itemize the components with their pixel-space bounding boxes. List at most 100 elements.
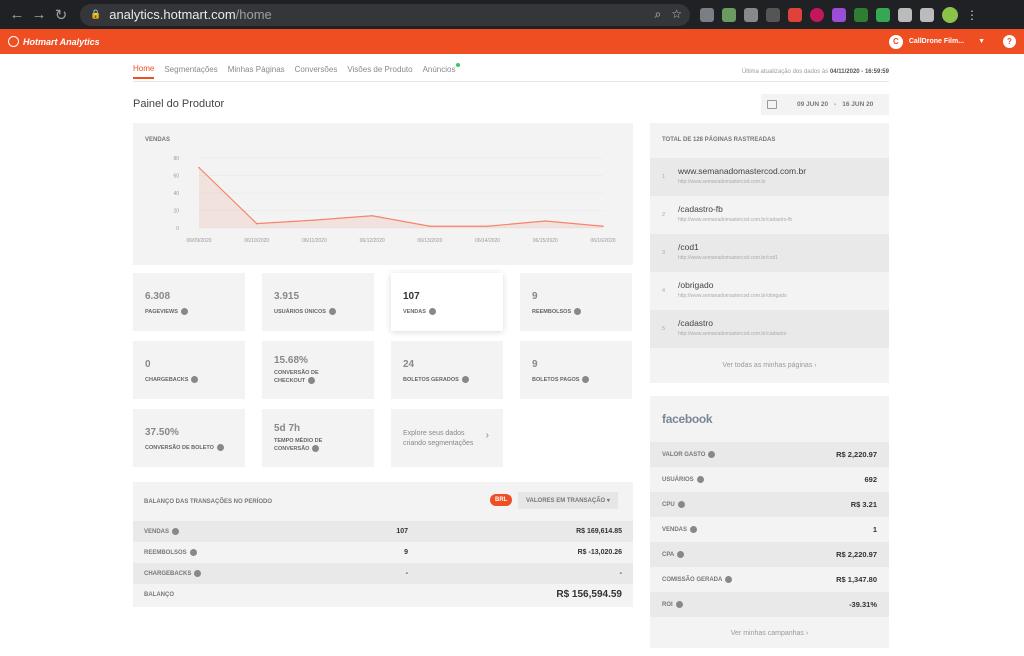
card-value: 37.50%: [145, 427, 179, 438]
card-value: 24: [403, 359, 415, 370]
data-point: [602, 225, 604, 228]
puzzle-icon[interactable]: [898, 7, 912, 22]
info-icon[interactable]: [677, 550, 685, 558]
tab-anuncios[interactable]: Anúncios: [422, 63, 461, 78]
row-value: -39.31%: [849, 600, 877, 609]
info-icon[interactable]: [708, 450, 716, 458]
app-header: Hotmart Analytics C CallDrone Film... ▼ …: [0, 29, 1024, 54]
row-label: COMISSÃO GERADA: [662, 575, 733, 583]
last-updated: Última atualização dos dados às 04/11/20…: [742, 69, 889, 75]
tab-anuncios-label: Anúncios: [422, 65, 456, 74]
extension-icon[interactable]: [722, 7, 736, 22]
hotmart-logo-icon: [8, 36, 19, 47]
explore-segmentations-card[interactable]: Explore seus dados criando segmentações ›: [391, 409, 503, 467]
page-url: /obrigado: [678, 280, 714, 290]
extension-icon[interactable]: [744, 7, 758, 22]
values-selector-label: VALORES EM TRANSAÇÃO: [526, 498, 606, 504]
row-label: VENDAS: [662, 525, 698, 533]
info-icon[interactable]: [172, 527, 180, 535]
lock-icon: 🔒: [90, 9, 102, 19]
help-button[interactable]: ?: [1003, 35, 1016, 48]
card-label-text: CONVERSÃO DE BOLETO: [145, 444, 214, 451]
menu-icon[interactable]: ⋮: [966, 7, 978, 22]
card-value: 107: [403, 291, 420, 302]
item-index: 4: [662, 288, 666, 294]
playlist-icon[interactable]: [920, 7, 934, 22]
info-icon[interactable]: [428, 308, 436, 315]
card-avg-conversion-time: 5d 7h TEMPO MÉDIO DE CONVERSÃO: [262, 409, 374, 467]
item-index: 2: [662, 212, 666, 218]
values-selector[interactable]: VALORES EM TRANSAÇÃO ▾: [518, 492, 618, 509]
tab-minhas-paginas[interactable]: Minhas Páginas: [227, 65, 285, 74]
card-label: REEMBOLSOS: [532, 308, 620, 316]
extension-icon[interactable]: [788, 7, 802, 22]
tab-visoes-produto[interactable]: Visões de Produto: [347, 65, 413, 74]
row-value: 692: [864, 475, 877, 484]
reload-icon[interactable]: ↻: [54, 6, 68, 24]
info-icon[interactable]: [328, 308, 336, 315]
list-item[interactable]: 2/cadastro-fb http://www.semanadomasterco…: [650, 196, 889, 234]
back-icon[interactable]: ←: [9, 6, 25, 23]
card-label: CONVERSÃO DE CHECKOUT: [274, 370, 334, 385]
see-campaigns-link[interactable]: Ver minhas campanhas ›: [650, 630, 889, 637]
y-tick-label: 20: [173, 209, 179, 215]
list-item[interactable]: 4/obrigado http://www.semanadomastercod.c…: [650, 272, 889, 310]
app-logo[interactable]: Hotmart Analytics: [8, 36, 100, 47]
card-sales[interactable]: 107 VENDAS: [391, 273, 503, 331]
extension-icon[interactable]: [766, 7, 780, 22]
chevron-right-icon: ›: [805, 630, 809, 637]
last-updated-label: Última atualização dos dados às: [741, 68, 829, 75]
info-icon[interactable]: [675, 600, 683, 608]
extension-icon[interactable]: [810, 7, 824, 22]
card-label: VENDAS: [403, 308, 491, 316]
row-label-text: CPA: [662, 552, 675, 559]
info-icon[interactable]: [574, 308, 582, 315]
info-icon[interactable]: [189, 548, 197, 556]
row-value: R$ 1,347.80: [836, 575, 877, 584]
info-icon[interactable]: [180, 308, 188, 315]
info-icon[interactable]: [690, 525, 698, 533]
see-all-pages-link[interactable]: Ver todas as minhas páginas ›: [650, 362, 889, 369]
account-avatar: C: [888, 34, 903, 49]
list-item[interactable]: 3/cod1 http://www.semanadomastercod.com.b…: [650, 234, 889, 272]
address-bar[interactable]: 🔒 analytics.hotmart.com/home ⌕ ☆: [80, 3, 690, 26]
info-icon[interactable]: [725, 575, 733, 583]
forward-icon[interactable]: →: [31, 6, 47, 23]
currency-badge[interactable]: BRL: [490, 494, 513, 506]
card-value: 15.68%: [274, 355, 308, 366]
tab-conversoes[interactable]: Conversões: [294, 65, 338, 74]
info-icon[interactable]: [582, 376, 590, 383]
page-url: /cadastro-fb: [678, 204, 723, 214]
extension-icon[interactable]: [832, 7, 846, 22]
row-label: USUÁRIOS: [662, 475, 704, 483]
info-icon[interactable]: [216, 444, 224, 451]
chevron-right-icon: ›: [814, 362, 817, 369]
info-icon[interactable]: [312, 445, 320, 452]
extension-icon[interactable]: [700, 7, 714, 22]
extension-icon[interactable]: [876, 7, 890, 22]
extension-icon[interactable]: [854, 7, 868, 22]
bookmark-star-icon[interactable]: ☆: [671, 6, 682, 21]
account-menu[interactable]: C CallDrone Film... ▼: [888, 34, 985, 49]
info-icon[interactable]: [308, 377, 316, 384]
date-range-picker[interactable]: 09 JUN 20 - 16 JUN 20: [761, 94, 889, 115]
x-tick-label: 06/10/2020: [244, 238, 269, 244]
info-icon[interactable]: [677, 500, 685, 508]
account-name: CallDrone Film...: [908, 38, 965, 45]
info-icon[interactable]: [461, 376, 469, 383]
info-icon[interactable]: [696, 475, 704, 483]
card-label-text: USUÁRIOS ÚNICOS: [274, 308, 326, 315]
zoom-icon[interactable]: ⌕: [654, 6, 662, 21]
tab-segmentacoes[interactable]: Segmentações: [164, 65, 218, 74]
card-unique-users: 3.915 USUÁRIOS ÚNICOS: [262, 273, 374, 331]
card-label: PAGEVIEWS: [145, 308, 233, 316]
tab-home[interactable]: Home: [133, 64, 155, 79]
info-icon[interactable]: [194, 569, 202, 577]
info-icon[interactable]: [191, 376, 199, 383]
card-label: CHARGEBACKS: [145, 376, 233, 384]
list-item[interactable]: 5/cadastro http://www.semanadomastercod.c…: [650, 310, 889, 348]
profile-avatar[interactable]: [942, 6, 958, 23]
page-full-url: http://www.semanadomastercod.com.br/obri…: [678, 293, 787, 299]
card-value: 5d 7h: [274, 423, 301, 434]
list-item[interactable]: 1 www.semanadomastercod.com.br http://www.…: [650, 158, 889, 196]
